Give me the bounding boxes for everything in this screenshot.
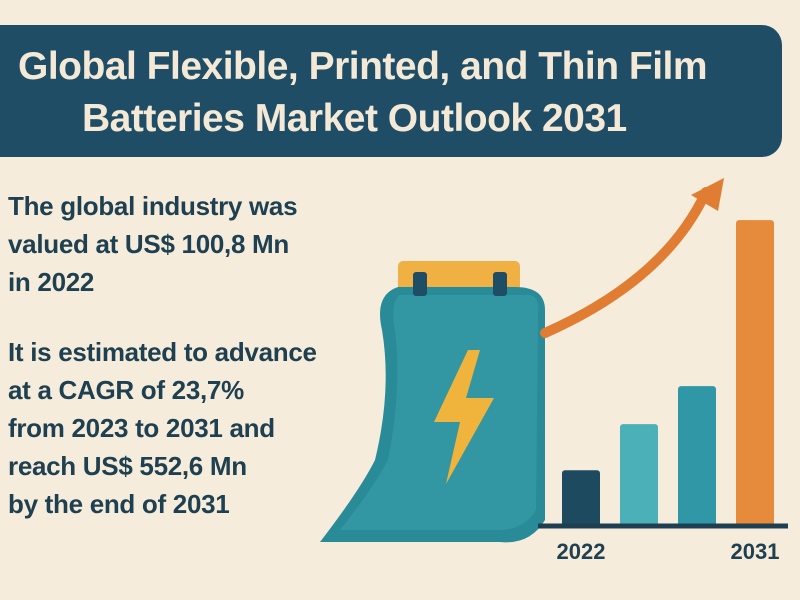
market-growth-chart: 2022 2031 [320, 178, 788, 564]
page-title-line-2: Batteries Market Outlook 2031 [82, 97, 627, 140]
bar-series-2 [678, 386, 716, 526]
x-tick-label: 2031 [731, 539, 780, 564]
lightning-bolt-icon [434, 350, 494, 484]
forecast-line: by the end of 2031 [8, 489, 230, 519]
page-title-line-1: Global Flexible, Printed, and Thin Film [18, 45, 708, 88]
title-banner [0, 25, 782, 157]
bar-2031 [736, 220, 774, 526]
forecast-text: It is estimated to advance at a CAGR of … [8, 333, 317, 523]
valuation-text: The global industry was valued at US$ 10… [8, 187, 298, 301]
forecast-line: It is estimated to advance [8, 337, 317, 367]
forecast-line: from 2023 to 2031 and [8, 413, 275, 443]
flexible-battery-icon [320, 261, 545, 543]
trend-up-arrow-icon [540, 187, 711, 338]
valuation-line: valued at US$ 100,8 Mn [8, 229, 289, 259]
bar-series-1 [620, 424, 658, 526]
x-tick-label: 2022 [557, 539, 606, 564]
forecast-line: reach US$ 552,6 Mn [8, 451, 247, 481]
forecast-line: at a CAGR of 23,7% [8, 375, 244, 405]
valuation-line: in 2022 [8, 267, 95, 297]
trend-up-arrow-head [691, 178, 724, 211]
valuation-line: The global industry was [8, 191, 298, 221]
bar-2022 [562, 470, 600, 526]
